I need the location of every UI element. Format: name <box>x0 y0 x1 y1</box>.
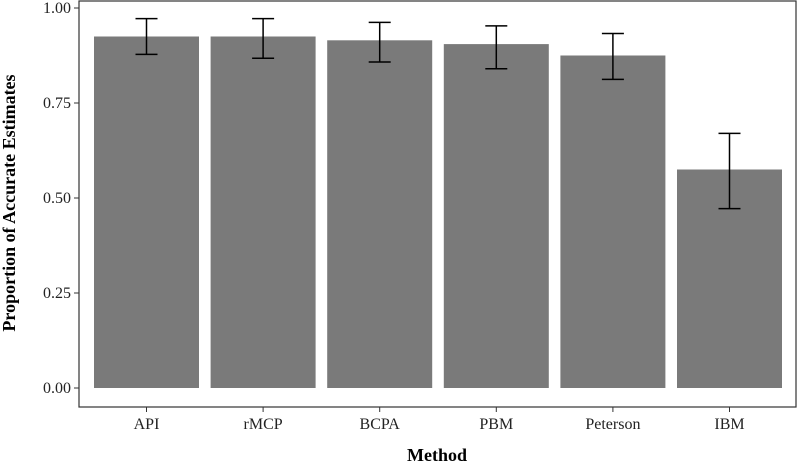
y-tick-label: 1.00 <box>43 0 71 17</box>
x-tick-label: API <box>134 416 160 433</box>
bar-api <box>94 36 199 388</box>
x-tick-label: PBM <box>479 416 513 433</box>
error-bar-peterson <box>601 32 624 81</box>
error-bar-pbm <box>485 25 508 70</box>
error-bar-ibm <box>718 132 741 210</box>
y-tick-label: 0.25 <box>43 285 71 302</box>
bars-layer <box>94 36 782 389</box>
y-tick-label: 0.50 <box>43 190 71 207</box>
bar-peterson <box>560 55 666 388</box>
x-tick-label: rMCP <box>244 416 283 433</box>
y-axis-title: Proportion of Accurate Estimates <box>0 74 19 331</box>
bar-bcpa <box>327 40 433 389</box>
y-axis: 0.00 0.25 0.50 0.75 1.00 <box>43 0 79 397</box>
x-tick-label: IBM <box>714 416 744 433</box>
error-bar-rmcp <box>252 17 275 59</box>
x-axis-title: Method <box>407 445 467 463</box>
error-bar-api <box>135 17 158 56</box>
x-tick-label: Peterson <box>585 416 640 433</box>
bar-pbm <box>443 44 549 388</box>
error-bars-layer <box>135 17 741 210</box>
bar-rmcp <box>210 36 316 388</box>
error-bar-bcpa <box>368 21 391 63</box>
y-tick-label: 0.75 <box>43 95 71 112</box>
x-axis: API rMCP BCPA PBM Peterson IBM <box>134 407 745 433</box>
y-tick-label: 0.00 <box>43 380 71 397</box>
x-tick-label: BCPA <box>360 416 401 433</box>
